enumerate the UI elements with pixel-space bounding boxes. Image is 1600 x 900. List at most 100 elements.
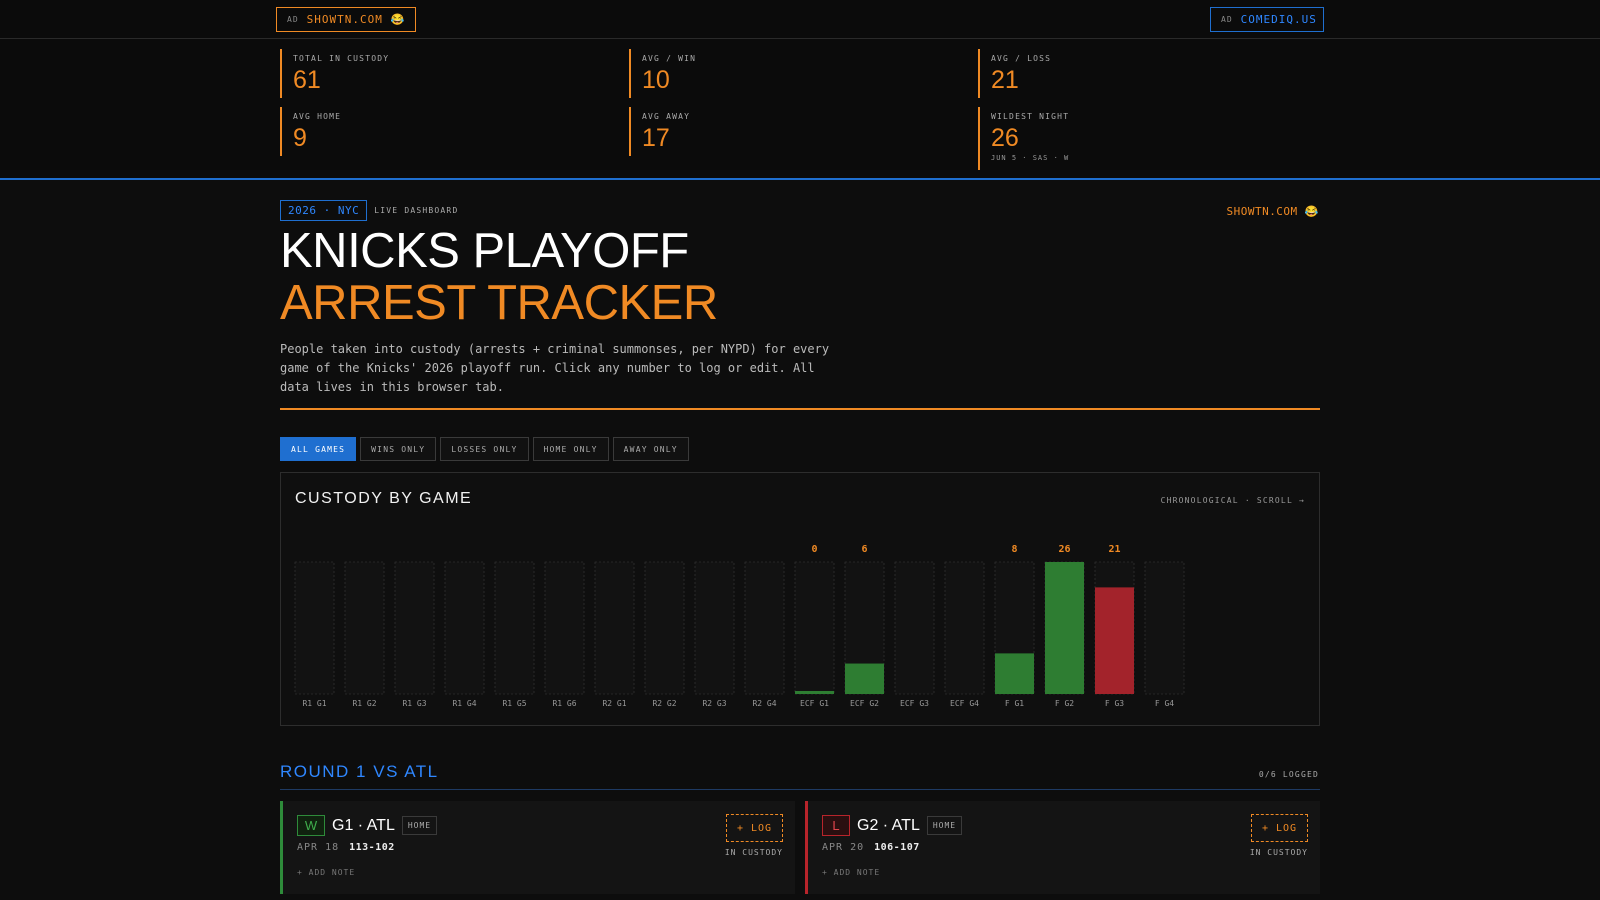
- round-divider: [280, 789, 1320, 790]
- game-date: APR 20: [822, 842, 865, 853]
- bar-slot-r1-g6[interactable]: [544, 561, 585, 695]
- stat-value: 26: [991, 124, 1019, 152]
- bar-value-label-f-g3: 21: [1108, 544, 1120, 555]
- x-tick-label-r1-g4: R1 G4: [452, 699, 476, 708]
- x-tick-label-r1-g1: R1 G1: [302, 699, 326, 708]
- game-name: G1 · ATL: [332, 816, 395, 834]
- stat-avg-win: AVG / WIN 10: [629, 49, 959, 98]
- bar-slot-f-g4[interactable]: [1144, 561, 1185, 695]
- bar-slot-r2-g2[interactable]: [644, 561, 685, 695]
- stat-label: TOTAL IN CUSTODY: [293, 54, 390, 63]
- game-card-header: L G2 · ATL HOME: [822, 815, 963, 836]
- bar-slot-r1-g3[interactable]: [394, 561, 435, 695]
- log-button[interactable]: + LOG: [1251, 814, 1308, 842]
- stat-value: 61: [293, 66, 321, 94]
- bar-ecf-g2[interactable]: [845, 663, 884, 694]
- x-tick-label-r1-g3: R1 G3: [402, 699, 426, 708]
- bar-slot-r1-g4[interactable]: [444, 561, 485, 695]
- bar-slot-ecf-g1[interactable]: [794, 561, 835, 695]
- stat-total-in-custody: TOTAL IN CUSTODY 61: [280, 49, 610, 98]
- bar-value-label-ecf-g2: 6: [861, 544, 867, 555]
- bar-slot-r1-g2[interactable]: [344, 561, 385, 695]
- stats-strip: TOTAL IN CUSTODY 61 AVG / WIN 10 AVG / L…: [0, 39, 1600, 180]
- bar-slot-r2-g4[interactable]: [744, 561, 785, 695]
- custody-bar-chart: R1 G1 R1 G2 R1 G3 R1 G4 R1 G5 R1 G6 R2 G1 R2 G2…: [294, 544, 1185, 708]
- x-tick-label-r2-g4: R2 G4: [752, 699, 776, 708]
- year-chip: 2026 · NYC: [280, 200, 368, 221]
- x-tick-label-r1-g5: R1 G5: [502, 699, 526, 708]
- bar-f-g2[interactable]: [1045, 562, 1084, 694]
- x-tick-label-f-g2: F G2: [1055, 699, 1074, 708]
- ad-label: SHOWTN.COM 😂: [306, 13, 406, 26]
- venue-chip: HOME: [926, 816, 963, 835]
- chart-title: CUSTODY BY GAME: [295, 490, 473, 507]
- brand-link[interactable]: SHOWTN.COM 😂: [1226, 205, 1319, 218]
- bar-slot-ecf-g3[interactable]: [894, 561, 935, 695]
- x-tick-label-ecf-g4: ECF G4: [950, 699, 979, 708]
- stat-value: 9: [293, 124, 307, 152]
- ad-label: COMEDIQ.US: [1240, 13, 1317, 26]
- filter-wins-only[interactable]: WINS ONLY: [360, 437, 437, 461]
- stat-label: AVG / WIN: [642, 54, 697, 63]
- filter-home-only[interactable]: HOME ONLY: [532, 437, 609, 461]
- log-button[interactable]: + LOG: [726, 814, 783, 842]
- bar-slot-r2-g3[interactable]: [694, 561, 735, 695]
- filter-all-games[interactable]: ALL GAMES: [280, 437, 357, 461]
- bar-f-g1[interactable]: [995, 653, 1034, 694]
- x-tick-label-r1-g2: R1 G2: [352, 699, 376, 708]
- in-custody-label: IN CUSTODY: [1249, 848, 1308, 857]
- venue-chip: HOME: [401, 816, 438, 835]
- game-card-g1: W G1 · ATL HOME APR 18 113-102 + ADD NOT…: [280, 801, 795, 894]
- round-title: ROUND 1 VS ATL: [280, 762, 439, 781]
- ad-showtn[interactable]: AD SHOWTN.COM 😂: [276, 7, 417, 32]
- round-logged-count: 0/6 LOGGED: [1258, 770, 1319, 779]
- stat-label: AVG AWAY: [642, 112, 691, 121]
- game-meta: APR 18 113-102: [297, 842, 395, 853]
- stat-value: 21: [991, 66, 1019, 94]
- stat-label: AVG / LOSS: [991, 54, 1052, 63]
- chart-panel: CUSTODY BY GAME CHRONOLOGICAL · SCROLL →…: [280, 472, 1320, 726]
- chart-scroll-hint: CHRONOLOGICAL · SCROLL →: [1160, 496, 1305, 505]
- bar-value-label-f-g1: 8: [1011, 544, 1017, 555]
- stat-subtext: JUN 5 · SAS · W: [991, 154, 1070, 162]
- add-note-link[interactable]: + ADD NOTE: [822, 868, 881, 877]
- stat-value: 17: [642, 124, 670, 152]
- bar-slot-r1-g5[interactable]: [494, 561, 535, 695]
- game-date: APR 18: [297, 842, 340, 853]
- ad-tag: AD: [1221, 15, 1233, 24]
- stat-wildest-night: WILDEST NIGHT 26 JUN 5 · SAS · W: [978, 107, 1308, 170]
- x-tick-label-f-g3: F G3: [1105, 699, 1124, 708]
- add-note-link[interactable]: + ADD NOTE: [297, 868, 356, 877]
- stat-label: WILDEST NIGHT: [991, 112, 1070, 121]
- stat-avg-home: AVG HOME 9: [280, 107, 610, 156]
- game-card-g2: L G2 · ATL HOME APR 20 106-107 + ADD NOT…: [805, 801, 1320, 894]
- filter-losses-only[interactable]: LOSSES ONLY: [440, 437, 529, 461]
- x-tick-label-ecf-g3: ECF G3: [900, 699, 929, 708]
- stat-avg-away: AVG AWAY 17: [629, 107, 959, 156]
- x-tick-label-r2-g1: R2 G1: [602, 699, 626, 708]
- bar-slot-r2-g1[interactable]: [594, 561, 635, 695]
- result-badge: W: [297, 815, 325, 836]
- x-tick-label-ecf-g2: ECF G2: [850, 699, 879, 708]
- bar-f-g3[interactable]: [1095, 587, 1134, 694]
- game-card-header: W G1 · ATL HOME: [297, 815, 438, 836]
- x-tick-label-r2-g3: R2 G3: [702, 699, 726, 708]
- game-score: 113-102: [349, 842, 395, 853]
- bar-slot-ecf-g4[interactable]: [944, 561, 985, 695]
- bar-slot-r1-g1[interactable]: [294, 561, 335, 695]
- header-divider: [280, 408, 1320, 410]
- page-description: People taken into custody (arrests + cri…: [280, 342, 830, 394]
- result-badge: L: [822, 815, 850, 836]
- live-dashboard-label: LIVE DASHBOARD: [374, 206, 459, 215]
- filter-away-only[interactable]: AWAY ONLY: [612, 437, 689, 461]
- x-tick-label-f-g4: F G4: [1155, 699, 1174, 708]
- filter-bar: ALL GAMES WINS ONLY LOSSES ONLY HOME ONL…: [280, 437, 689, 461]
- x-tick-label-r1-g6: R1 G6: [552, 699, 576, 708]
- bar-ecf-g1[interactable]: [795, 691, 834, 694]
- top-ad-bar: AD SHOWTN.COM 😂 AD COMEDIQ.US: [0, 0, 1600, 39]
- ad-comediq[interactable]: AD COMEDIQ.US: [1210, 7, 1324, 32]
- page-title-line1: KNICKS PLAYOFF: [280, 224, 689, 278]
- stat-value: 10: [642, 66, 670, 94]
- in-custody-label: IN CUSTODY: [724, 848, 783, 857]
- ad-tag: AD: [287, 15, 299, 24]
